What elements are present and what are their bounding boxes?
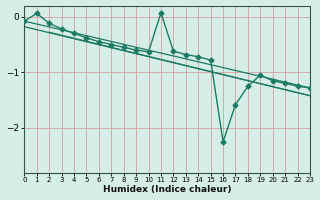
X-axis label: Humidex (Indice chaleur): Humidex (Indice chaleur) [103,185,231,194]
